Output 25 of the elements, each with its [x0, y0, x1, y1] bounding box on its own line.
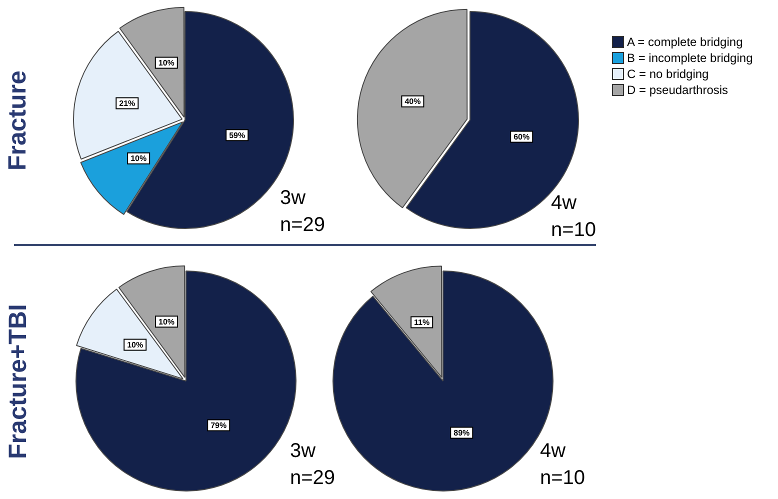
text: n=29 — [290, 466, 336, 491]
text: n=29 — [280, 213, 326, 238]
text: 3w — [290, 439, 317, 464]
data-label: 10% — [130, 154, 147, 164]
data-label: 59% — [229, 130, 246, 140]
data-label: 10% — [158, 317, 175, 326]
text: 4w — [551, 191, 578, 216]
data-label: 21% — [119, 98, 136, 108]
data-label: 10% — [127, 340, 144, 350]
text: n=10 — [551, 218, 596, 243]
text: Fracture+TBI — [3, 304, 32, 458]
data-label: 79% — [210, 420, 227, 430]
data-label: 89% — [454, 428, 470, 438]
text: Fracture — [4, 70, 33, 170]
legend-label: B = incomplete bridging — [627, 50, 753, 66]
legend-label: D = pseudarthrosis — [627, 82, 728, 98]
data-label: 60% — [514, 132, 530, 142]
legend-label: A = complete bridging — [627, 34, 743, 50]
text: 3w — [280, 186, 307, 211]
data-label: 10% — [158, 58, 174, 68]
text: 4w — [540, 439, 567, 464]
text: n=10 — [540, 466, 586, 491]
data-label: 40% — [404, 97, 421, 106]
legend-label: C = no bridging — [627, 66, 709, 82]
data-label: 11% — [414, 318, 430, 327]
